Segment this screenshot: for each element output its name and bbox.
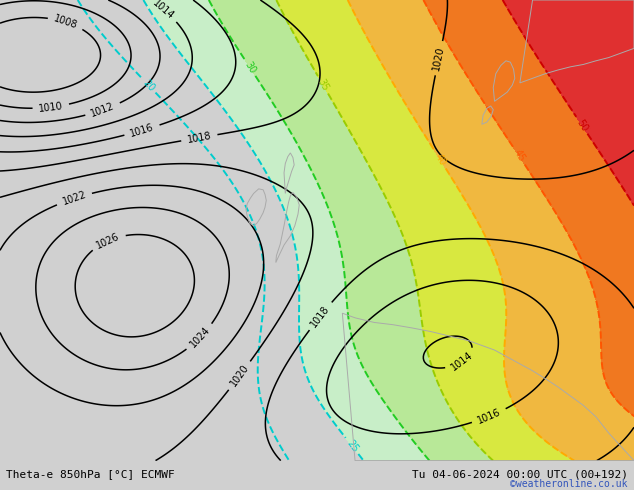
Text: 1020: 1020: [432, 45, 446, 71]
Text: 1026: 1026: [95, 231, 122, 250]
Text: 1016: 1016: [476, 407, 502, 426]
Text: Theta-e 850hPa [°C] ECMWF: Theta-e 850hPa [°C] ECMWF: [6, 469, 175, 479]
Text: 1010: 1010: [38, 100, 63, 114]
Text: 45: 45: [512, 148, 527, 164]
Text: 40: 40: [433, 152, 448, 168]
Text: 50: 50: [574, 118, 590, 133]
Text: 1014: 1014: [151, 0, 176, 22]
Text: 1018: 1018: [186, 131, 212, 145]
Text: 35: 35: [316, 77, 330, 93]
Text: 1016: 1016: [129, 122, 155, 139]
Text: 20: 20: [141, 77, 157, 93]
Text: 25: 25: [344, 438, 359, 454]
Text: ©weatheronline.co.uk: ©weatheronline.co.uk: [510, 479, 628, 489]
Text: 1014: 1014: [450, 350, 475, 373]
Text: 30: 30: [242, 60, 257, 75]
Text: 1008: 1008: [53, 13, 79, 31]
Text: 1018: 1018: [309, 303, 332, 329]
Text: 1022: 1022: [61, 190, 87, 207]
Text: 1020: 1020: [228, 363, 251, 389]
Text: 1024: 1024: [188, 325, 212, 350]
Text: Tu 04-06-2024 00:00 UTC (00+192): Tu 04-06-2024 00:00 UTC (00+192): [411, 469, 628, 479]
Text: 1012: 1012: [89, 101, 116, 119]
